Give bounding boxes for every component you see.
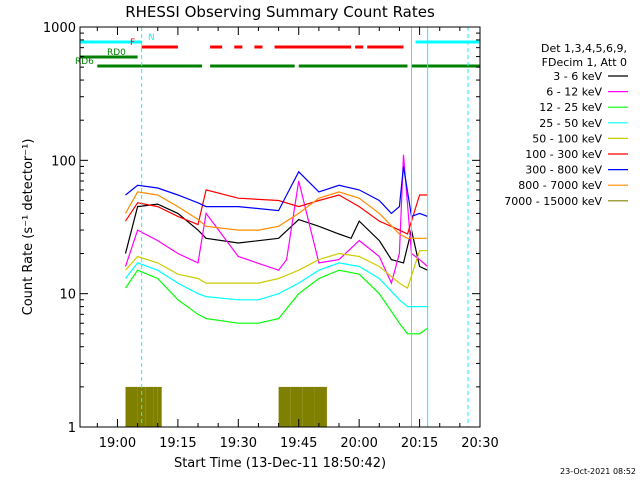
series-line-3-6-kev bbox=[124, 203, 428, 271]
series-point-7000-15000-kev-1 bbox=[129, 386, 138, 427]
legend-header-1: FDecim 1, Att 0 bbox=[542, 56, 627, 69]
series-7000-15000-kev-bursts bbox=[125, 386, 327, 427]
series-line-100-300-kev bbox=[124, 189, 428, 235]
x-tick-label-5: 20:15 bbox=[401, 436, 438, 451]
legend-label-50-100-kev: 50 - 100 keV bbox=[532, 132, 602, 145]
x-tick-label-1: 19:15 bbox=[159, 436, 196, 451]
legend-label-7000-15000-kev: 7000 - 15000 keV bbox=[504, 195, 602, 208]
series-line-25-50-kev bbox=[125, 262, 428, 308]
series-layer bbox=[124, 154, 428, 427]
series-line-6-12-kev bbox=[124, 154, 428, 285]
legend: Det 1,3,4,5,6,9,FDecim 1, Att 03 - 6 keV… bbox=[504, 42, 628, 208]
chart-title: RHESSI Observing Summary Count Rates bbox=[125, 3, 435, 21]
series-point-7000-15000-kev-8 bbox=[290, 386, 303, 427]
legend-label-12-25-kev: 12 - 25 keV bbox=[539, 101, 602, 114]
y-axis: 1 10 100 1000 bbox=[43, 21, 480, 436]
y-tick-label-1: 10 bbox=[59, 288, 76, 303]
flag-n-label: N bbox=[148, 33, 155, 43]
x-tick-label-0: 19:00 bbox=[99, 436, 136, 451]
legend-label-25-50-kev: 25 - 50 keV bbox=[539, 117, 602, 130]
y-tick-label-2: 100 bbox=[51, 154, 76, 169]
series-line-800-7000-kev bbox=[124, 191, 428, 239]
flag-rd0-label: RD0 bbox=[107, 48, 126, 58]
y-tick-label-3: 1000 bbox=[43, 21, 76, 36]
series-point-7000-15000-kev-5 bbox=[157, 386, 162, 427]
legend-header-0: Det 1,3,4,5,6,9, bbox=[541, 42, 627, 55]
x-tick-label-2: 19:30 bbox=[220, 436, 257, 451]
series-point-7000-15000-kev-3 bbox=[145, 386, 154, 427]
x-tick-label-3: 19:45 bbox=[280, 436, 317, 451]
y-tick-label-0: 1 bbox=[68, 421, 76, 436]
legend-label-100-300-kev: 100 - 300 keV bbox=[525, 148, 602, 161]
series-line-12-25-kev bbox=[125, 269, 428, 335]
x-axis: 19:00 19:15 19:30 19:45 20:00 20:15 20:30 bbox=[96, 27, 499, 451]
legend-label-300-800-kev: 300 - 800 keV bbox=[525, 164, 602, 177]
series-line-50-100-kev bbox=[125, 250, 428, 290]
x-tick-label-6: 20:30 bbox=[461, 436, 498, 451]
series-point-7000-15000-kev-4 bbox=[153, 386, 158, 427]
y-axis-label: Count Rate (s⁻¹ detector⁻¹) bbox=[21, 139, 36, 316]
render-timestamp: 23-Oct-2021 08:52 bbox=[560, 467, 636, 476]
flag-layer: N F RD0 RD6 bbox=[75, 33, 480, 68]
x-tick-label-4: 20:00 bbox=[340, 436, 377, 451]
legend-label-800-7000-kev: 800 - 7000 keV bbox=[518, 179, 602, 192]
x-axis-label: Start Time (13-Dec-11 18:50:42) bbox=[174, 456, 386, 471]
series-point-7000-15000-kev-0 bbox=[125, 386, 130, 427]
series-point-7000-15000-kev-7 bbox=[278, 386, 291, 427]
flag-f-label: F bbox=[130, 38, 135, 48]
attenuator-markers bbox=[141, 27, 469, 427]
series-point-7000-15000-kev-10 bbox=[314, 386, 327, 427]
series-line-300-800-kev bbox=[125, 166, 428, 218]
flag-rd6-label: RD6 bbox=[75, 57, 94, 67]
legend-label-3-6-kev: 3 - 6 keV bbox=[553, 70, 602, 83]
series-point-7000-15000-kev-9 bbox=[302, 386, 315, 427]
plot-frame bbox=[79, 26, 481, 428]
legend-label-6-12-kev: 6 - 12 keV bbox=[546, 86, 602, 99]
